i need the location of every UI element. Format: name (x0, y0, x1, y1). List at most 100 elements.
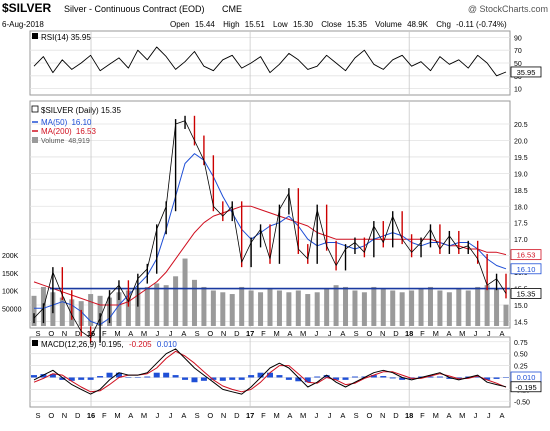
macd-histogram-bar (182, 377, 189, 380)
volume-bar (191, 279, 197, 326)
open-label: Open (170, 20, 190, 29)
rsi-tick-label: 10 (514, 87, 522, 94)
macd-hist-value: 0.010 (157, 340, 178, 349)
macd-histogram-bar (87, 377, 94, 380)
volume-bar (437, 290, 443, 326)
x-axis-label: J (474, 411, 478, 420)
volume-bar (295, 290, 301, 326)
x-axis-label: F (102, 329, 107, 338)
volume-bar (286, 292, 292, 326)
svg-text:MA(200) 16.53: MA(200) 16.53 (41, 127, 96, 136)
volume-bar (144, 286, 150, 326)
macd-signal-value: -0.205 (129, 340, 152, 349)
macd-histogram-bar (455, 377, 462, 379)
chart-exchange: CME (222, 4, 242, 14)
macd-tick-label: 0.25 (514, 364, 528, 371)
macd-histogram-bar (172, 375, 179, 378)
volume-value: 48.9K (407, 20, 429, 29)
volume-bar (163, 285, 169, 326)
x-axis-label: J (487, 329, 491, 338)
x-axis-label: M (433, 411, 439, 420)
macd-histogram-bar (125, 377, 132, 378)
volume-bar (154, 283, 160, 326)
macd-histogram-bar (49, 374, 56, 378)
macd-histogram-bar (295, 377, 302, 382)
rsi-tick-label: 90 (514, 35, 522, 42)
macd-histogram-bar (78, 377, 85, 380)
volume-bar (201, 286, 207, 326)
price-value-flag-box (510, 288, 542, 299)
close-value: 15.35 (347, 20, 368, 29)
low-value: 15.30 (293, 20, 314, 29)
volume-bar (343, 286, 349, 326)
macd-histogram-bar (351, 376, 358, 378)
ma200-value-flag-text: 16.53 (517, 251, 536, 260)
x-axis-label: A (181, 411, 186, 420)
x-axis-label: 18 (405, 329, 413, 338)
rsi-value-flag-text: 35.95 (517, 68, 536, 77)
volume-bar (371, 286, 377, 326)
macd-histogram-bar (389, 377, 396, 379)
x-axis-label: O (48, 329, 54, 338)
x-axis-label: O (48, 411, 54, 420)
macd-histogram-bar (229, 377, 236, 380)
macd-histogram-bar (399, 377, 406, 380)
macd-histogram-bar (493, 377, 500, 379)
x-axis-label: S (35, 411, 40, 420)
x-axis-label: 18 (405, 411, 413, 420)
x-axis-label: S (195, 329, 200, 338)
volume-bar (229, 294, 235, 326)
macd-histogram-bar (267, 372, 273, 378)
x-axis-label: A (499, 329, 504, 338)
x-axis-label: J (155, 329, 159, 338)
x-axis-label: O (207, 411, 213, 420)
x-axis-label: A (340, 329, 345, 338)
x-axis-label: N (62, 411, 67, 420)
macd-hist-flag-text: 0.010 (517, 373, 536, 382)
macd-value-flag-box (510, 381, 542, 393)
macd-histogram-bar (333, 377, 340, 380)
volume-bar (173, 276, 179, 326)
macd-histogram-bar (106, 372, 113, 378)
price-title: $SILVER (Daily) 15.35 (41, 106, 121, 115)
ma200-name: MA(200) (41, 127, 72, 136)
volume-tick-label: 150K (2, 271, 19, 278)
price-tick-label: 17.5 (514, 221, 528, 228)
x-axis-label: A (128, 329, 133, 338)
macd-histogram-bar (323, 375, 330, 378)
price-legend: $SILVER (Daily) 15.35 MA(50) 16.10 MA(20… (31, 105, 121, 145)
x-axis-label: A (340, 411, 345, 420)
open-value: 15.44 (195, 20, 216, 29)
rsi-value-flag: 35.95 (510, 66, 542, 78)
ma200-value: 16.53 (76, 127, 97, 136)
x-axis-label: N (380, 329, 385, 338)
volume-bar (88, 294, 94, 326)
watermark: @ StockCharts.com (468, 4, 548, 14)
x-axis-label: O (367, 411, 373, 420)
price-tick-label: 19.5 (514, 155, 528, 162)
x-axis-label: A (499, 411, 504, 420)
x-axis-label: 17 (246, 329, 254, 338)
svg-text:MACD(12,26,9) -0.195, -0: MACD(12,26,9) -0.195, -0.205 0.010 (41, 340, 177, 349)
x-axis-label: M (274, 411, 280, 420)
x-axis-label: 16 (87, 329, 95, 338)
x-axis-label: J (474, 329, 478, 338)
macd-histogram-bar (314, 376, 321, 378)
x-axis-label: N (62, 329, 67, 338)
volume-bar (258, 292, 264, 326)
x-axis-label: A (446, 329, 451, 338)
rsi-title: RSI(14) 35.95 (41, 33, 91, 42)
macd-tick-label: -0.50 (514, 399, 530, 406)
volume-bar (210, 290, 216, 326)
price-tick-label: 18.5 (514, 188, 528, 195)
x-axis-label: J (315, 411, 319, 420)
x-axis-label: M (141, 329, 147, 338)
x-axis-label: J (328, 411, 332, 420)
macd-histogram-bar (115, 372, 122, 378)
ma200-value-flag-box (510, 249, 542, 261)
volume-tick-label: 100K (2, 289, 19, 296)
x-axis-label: M (300, 329, 306, 338)
x-axis-label: J (169, 329, 173, 338)
volume-bar (390, 290, 396, 326)
